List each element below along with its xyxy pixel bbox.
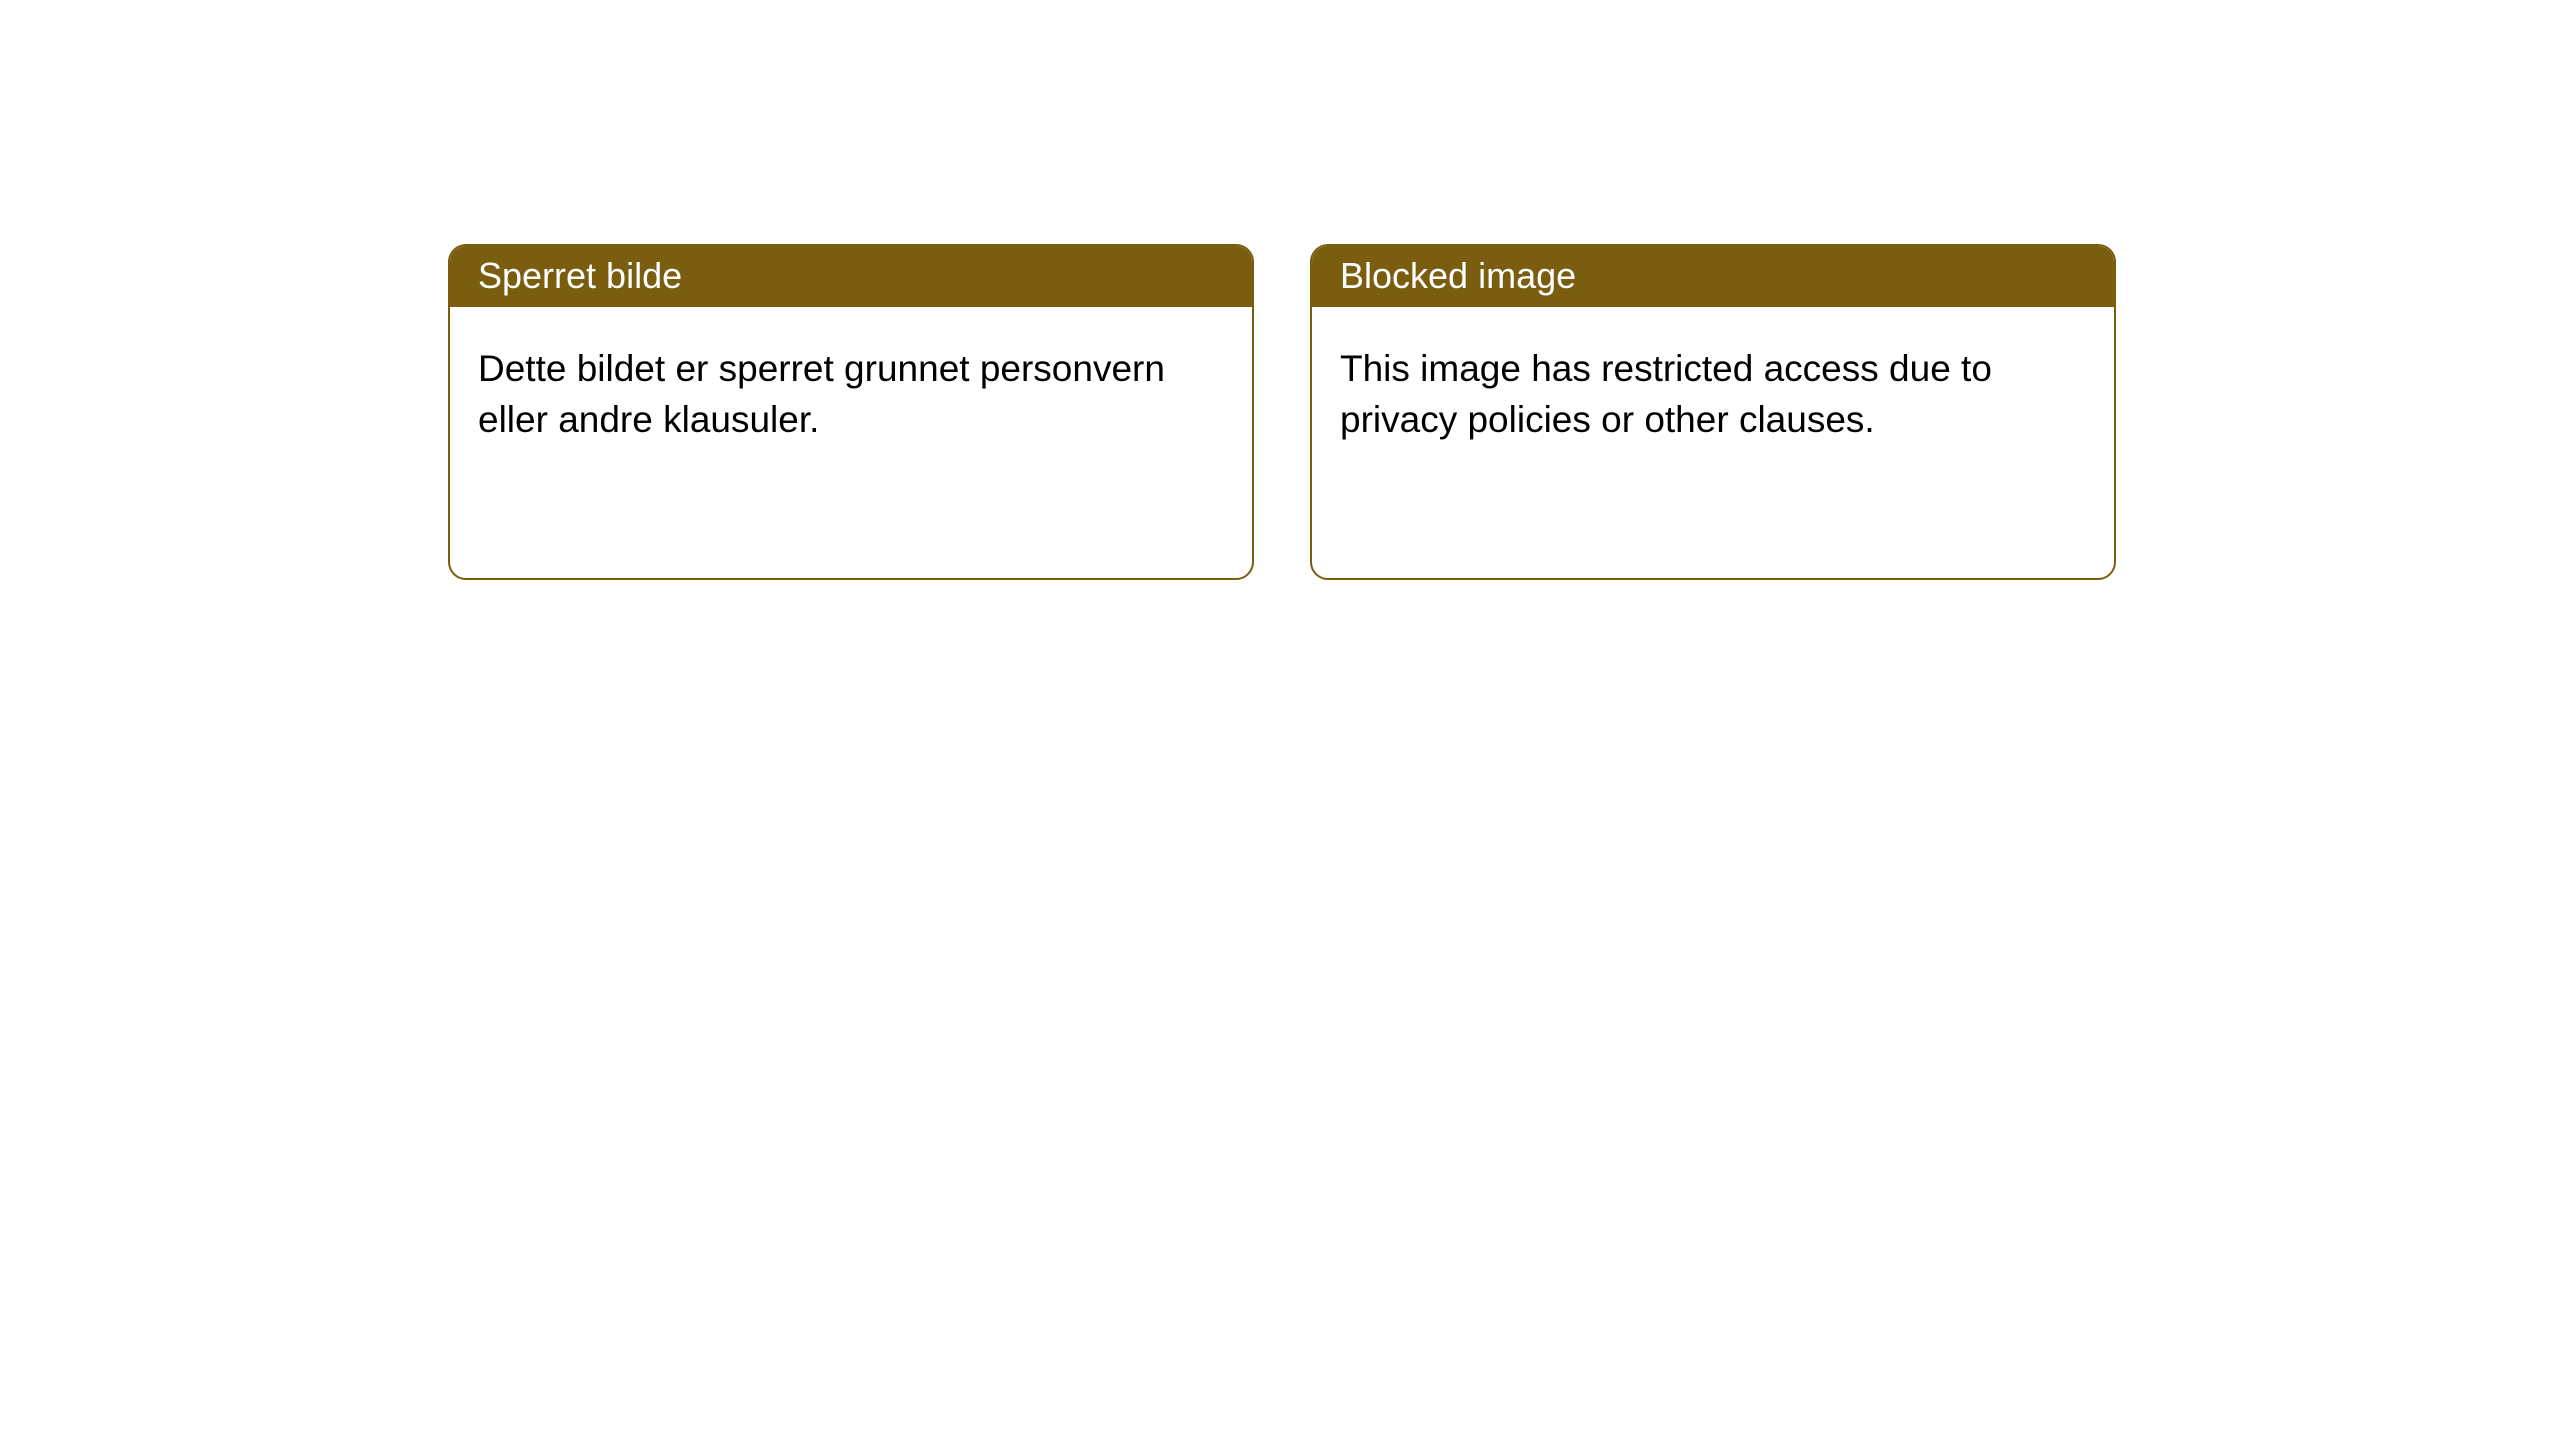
notice-card-title: Blocked image bbox=[1312, 246, 2114, 307]
notice-card-title: Sperret bilde bbox=[450, 246, 1252, 307]
notice-card-english: Blocked image This image has restricted … bbox=[1310, 244, 2116, 580]
notice-card-body: Dette bildet er sperret grunnet personve… bbox=[450, 307, 1252, 473]
notice-cards-container: Sperret bilde Dette bildet er sperret gr… bbox=[448, 244, 2116, 580]
notice-card-norwegian: Sperret bilde Dette bildet er sperret gr… bbox=[448, 244, 1254, 580]
notice-card-body: This image has restricted access due to … bbox=[1312, 307, 2114, 473]
